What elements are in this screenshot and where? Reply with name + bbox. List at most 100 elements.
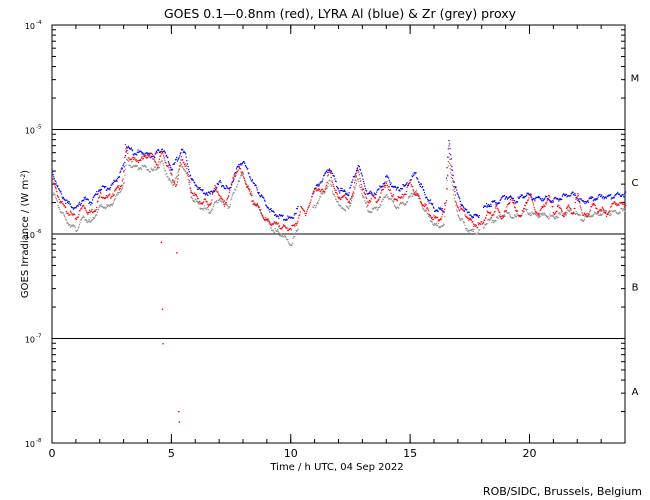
data-point [98, 189, 100, 191]
data-point [118, 188, 121, 190]
data-point [204, 198, 206, 200]
data-point [231, 181, 233, 184]
data-point [240, 174, 242, 176]
data-point [526, 208, 528, 211]
data-point [464, 214, 466, 216]
data-point [372, 194, 374, 196]
data-point [270, 227, 272, 229]
data-point [273, 222, 275, 224]
data-point [275, 214, 277, 216]
data-point [364, 192, 366, 195]
data-point [622, 209, 624, 211]
data-point [179, 155, 181, 157]
data-point [534, 198, 537, 200]
data-point [207, 207, 209, 209]
data-point [327, 185, 329, 188]
data-point [414, 194, 417, 196]
data-point [155, 150, 158, 153]
data-point [499, 213, 501, 216]
data-point [202, 207, 204, 210]
data-point [596, 198, 598, 200]
data-point [548, 199, 550, 201]
data-point [421, 186, 423, 189]
data-point [494, 211, 496, 213]
data-point [82, 216, 84, 218]
data-point [195, 194, 198, 196]
data-point [560, 208, 562, 210]
data-point [527, 199, 529, 201]
data-point [172, 179, 174, 181]
data-point [553, 198, 555, 200]
data-point [397, 196, 399, 198]
flare-class-lines [52, 129, 625, 339]
data-point [202, 189, 204, 191]
data-point [119, 171, 121, 174]
data-point [112, 193, 114, 195]
data-point [425, 209, 427, 211]
data-point [478, 229, 480, 231]
data-point [348, 205, 350, 207]
data-point [396, 198, 398, 200]
data-point [379, 204, 381, 206]
data-point [482, 206, 485, 208]
data-point [523, 207, 525, 210]
data-point [177, 178, 179, 180]
data-point [179, 165, 181, 167]
data-point [553, 218, 556, 220]
data-point [448, 143, 451, 145]
data-point [489, 219, 491, 221]
data-point [243, 173, 245, 175]
data-point [55, 197, 57, 200]
data-point [365, 197, 368, 200]
data-point [116, 186, 118, 189]
data-point [513, 206, 516, 208]
data-point [323, 193, 325, 195]
data-point [457, 193, 459, 196]
data-point [259, 209, 261, 211]
data-point [614, 195, 616, 197]
data-point [490, 205, 492, 207]
data-point [386, 181, 388, 183]
data-point [525, 195, 527, 197]
data-point [186, 172, 189, 174]
data-point [268, 209, 270, 211]
data-point [439, 227, 441, 229]
data-point [100, 192, 102, 195]
data-point [75, 217, 77, 220]
data-point [470, 214, 472, 216]
data-point [209, 193, 211, 195]
data-point [371, 193, 373, 196]
data-point [543, 204, 545, 206]
data-point [127, 152, 129, 155]
data-point [219, 198, 221, 200]
data-point [185, 173, 187, 175]
data-point [590, 197, 593, 199]
data-point [128, 157, 130, 159]
data-point [178, 156, 180, 159]
data-point [132, 156, 134, 159]
data-point [86, 212, 88, 214]
data-point [584, 203, 586, 205]
data-point [260, 195, 262, 197]
data-point [386, 193, 388, 196]
data-point [136, 154, 138, 156]
data-point [257, 193, 260, 195]
data-point [493, 221, 495, 224]
data-point [497, 202, 499, 205]
data-point [386, 174, 388, 176]
data-point [420, 203, 423, 205]
data-point [620, 202, 622, 204]
data-point [52, 171, 54, 173]
data-point [524, 205, 526, 207]
data-point [144, 164, 146, 167]
data-point [447, 175, 449, 177]
data-point [328, 171, 330, 173]
data-point [509, 214, 511, 216]
data-point [556, 216, 558, 218]
data-point [387, 186, 389, 188]
data-point [84, 196, 87, 198]
data-point [350, 202, 352, 205]
data-point [463, 210, 466, 213]
data-point [326, 187, 328, 189]
data-point [623, 207, 626, 210]
